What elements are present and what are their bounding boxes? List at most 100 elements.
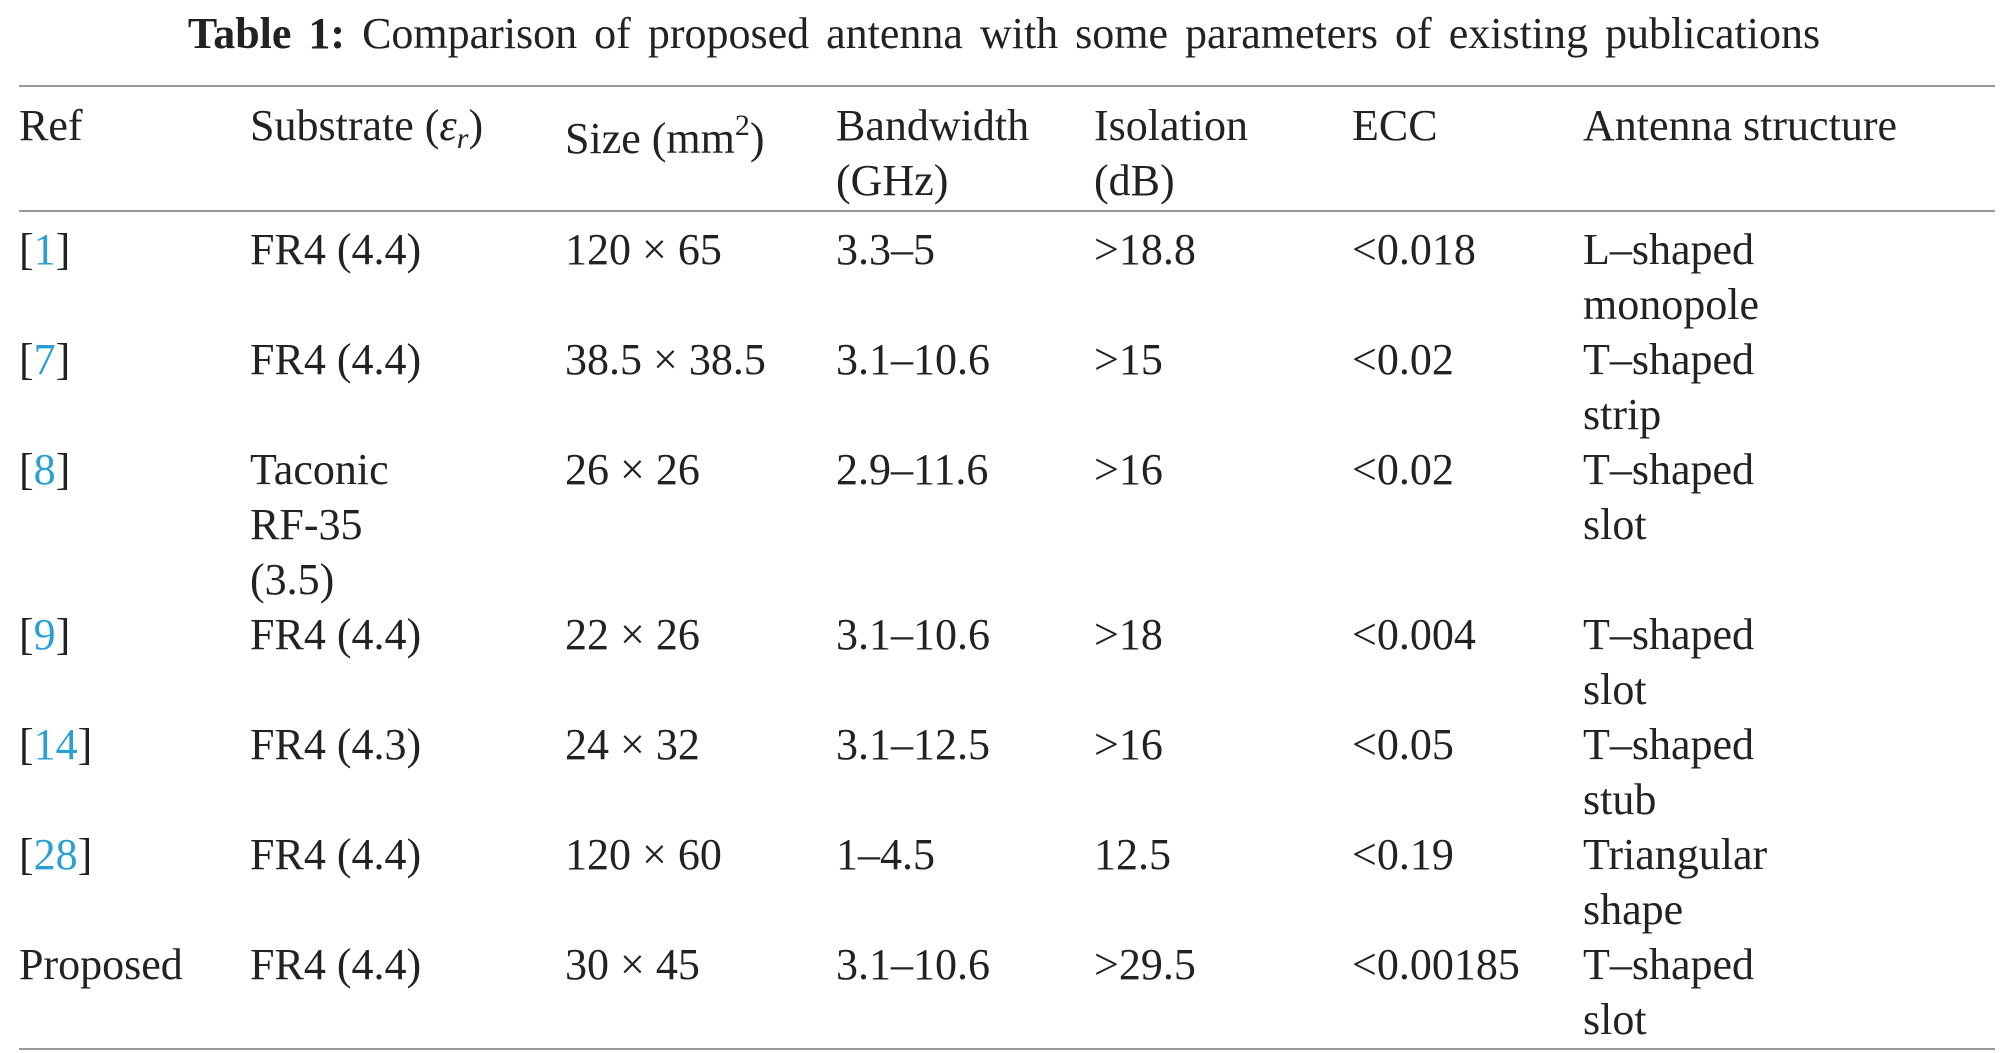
table-cell: >16 [1094, 717, 1163, 772]
table-cell: >15 [1094, 332, 1163, 387]
table-cell: 3.1–10.6 [836, 937, 990, 992]
table-cell: 24 × 32 [565, 717, 700, 772]
cell-line: strip [1583, 390, 1662, 439]
header-cell: Bandwidth (GHz) [836, 98, 1029, 208]
table-cell: <0.02 [1352, 332, 1454, 387]
cell-line: FR4 (4.4) [250, 610, 422, 659]
table-cell: 120 × 60 [565, 827, 722, 882]
cell-line: 120 × 60 [565, 830, 722, 879]
cell-line: FR4 (4.4) [250, 830, 422, 879]
cell-line: [28] [19, 827, 92, 882]
cell-line: [14] [19, 717, 92, 772]
cell-line: Proposed [19, 940, 183, 989]
cell-line: T–shaped [1583, 335, 1755, 384]
table-caption: Table 1: Comparison of proposed antenna … [0, 8, 2008, 60]
cell-line: T–shaped [1583, 445, 1755, 494]
table-cell: FR4 (4.4) [250, 827, 421, 882]
text-segment: [ [19, 335, 34, 384]
text-segment: ) [468, 101, 484, 150]
header-cell: Ref [19, 98, 83, 153]
header-cell: Size (mm2) [565, 98, 765, 166]
table-cell: 3.1–10.6 [836, 607, 990, 662]
cell-line: 3.3–5 [836, 225, 935, 274]
cell-line: [7] [19, 332, 70, 387]
caption-label: Table 1: [187, 9, 346, 58]
cell-line: stub [1583, 775, 1657, 824]
table-cell: L–shaped monopole [1583, 222, 1759, 332]
cell-line: <0.018 [1352, 225, 1476, 274]
cell-line: Triangular [1583, 830, 1768, 879]
cell-line: <0.02 [1352, 445, 1454, 494]
table-cell: Proposed [19, 937, 183, 992]
table-cell: Triangular shape [1583, 827, 1767, 937]
cell-line: FR4 (4.3) [250, 720, 422, 769]
table-cell: <0.004 [1352, 607, 1476, 662]
cell-line: >29.5 [1094, 940, 1196, 989]
cell-line: L–shaped [1583, 225, 1755, 274]
citation-link[interactable]: 1 [33, 225, 56, 274]
cell-line: <0.004 [1352, 610, 1476, 659]
table-cell: <0.05 [1352, 717, 1454, 772]
table-cell: T–shaped stub [1583, 717, 1754, 827]
table-cell: >18 [1094, 607, 1163, 662]
cell-line: >16 [1094, 720, 1163, 769]
cell-line: 1–4.5 [836, 830, 935, 879]
cell-line: T–shaped [1583, 610, 1755, 659]
table-cell: <0.00185 [1352, 937, 1520, 992]
table-cell: [9] [19, 607, 70, 662]
text-segment: ] [55, 610, 71, 659]
citation-link[interactable]: 8 [33, 445, 56, 494]
table-cell: 1–4.5 [836, 827, 935, 882]
cell-line: >16 [1094, 445, 1163, 494]
cell-line: T–shaped [1583, 940, 1755, 989]
citation-link[interactable]: 9 [33, 610, 56, 659]
cell-line: >18.8 [1094, 225, 1196, 274]
bottom-rule [19, 1048, 1995, 1050]
table-cell: FR4 (4.4) [250, 222, 421, 277]
cell-line: [1] [19, 222, 70, 277]
cell-line: 3.1–10.6 [836, 335, 990, 384]
citation-link[interactable]: 7 [33, 335, 56, 384]
table-cell: T–shaped slot [1583, 607, 1754, 717]
cell-line: FR4 (4.4) [250, 225, 422, 274]
cell-line: ECC [1352, 101, 1438, 150]
table-cell: <0.018 [1352, 222, 1476, 277]
table-cell: 12.5 [1094, 827, 1171, 882]
cell-line: <0.19 [1352, 830, 1454, 879]
cell-line: 30 × 45 [565, 940, 700, 989]
table-cell: <0.02 [1352, 442, 1454, 497]
top-rule [19, 85, 1995, 87]
cell-line: 24 × 32 [565, 720, 700, 769]
table-cell: T–shaped slot [1583, 442, 1754, 552]
cell-line: Antenna structure [1583, 101, 1897, 150]
cell-line: 38.5 × 38.5 [565, 335, 766, 384]
cell-line: T–shaped [1583, 720, 1755, 769]
cell-line: <0.00185 [1352, 940, 1520, 989]
text-segment: ] [77, 830, 93, 879]
table-cell: [14] [19, 717, 92, 772]
table-cell: <0.19 [1352, 827, 1454, 882]
text-segment: r [456, 122, 469, 155]
cell-line: Substrate (εr) [250, 98, 483, 166]
table-cell: >16 [1094, 442, 1163, 497]
header-cell: Isolation (dB) [1094, 98, 1248, 208]
table-cell: 3.1–12.5 [836, 717, 990, 772]
table-cell: FR4 (4.4) [250, 937, 421, 992]
text-segment: [ [19, 445, 34, 494]
citation-link[interactable]: 14 [33, 720, 78, 769]
citation-link[interactable]: 28 [33, 830, 78, 879]
cell-line: Taconic [250, 445, 389, 494]
text-segment: ] [55, 335, 71, 384]
table-cell: 120 × 65 [565, 222, 722, 277]
table-cell: >18.8 [1094, 222, 1196, 277]
text-segment: ] [77, 720, 93, 769]
table-cell: FR4 (4.4) [250, 607, 421, 662]
text-segment: ε [439, 101, 457, 150]
text-segment: [ [19, 225, 34, 274]
text-segment: [ [19, 830, 34, 879]
cell-line: FR4 (4.4) [250, 940, 422, 989]
cell-line: 26 × 26 [565, 445, 700, 494]
header-cell: ECC [1352, 98, 1438, 153]
table-cell: [7] [19, 332, 70, 387]
text-segment: ] [55, 225, 71, 274]
